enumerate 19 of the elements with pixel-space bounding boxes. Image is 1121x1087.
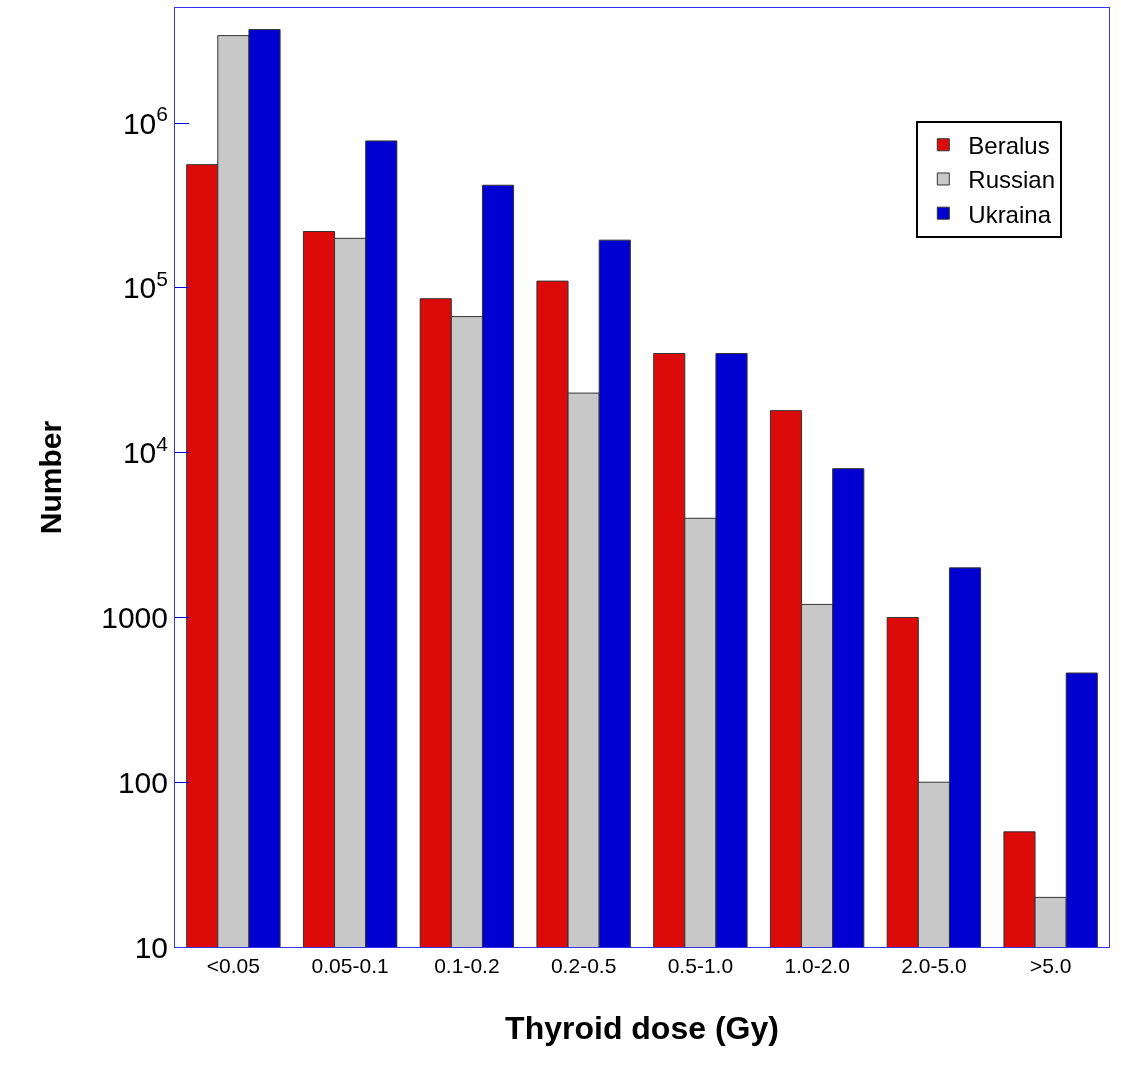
x-tick-label: 2.0-5.0 [901,954,967,978]
y-axis-title: Number [34,420,68,535]
x-tick-label: 0.1-0.2 [434,954,500,978]
y-tick-label: 10$^{6}$ [122,102,168,140]
y-tick-label: 1000 [101,600,168,634]
legend-label: Beralus [968,132,1050,160]
x-axis-title: Thyroid dose (Gy) [505,1010,779,1047]
legend-label: Russian [968,166,1056,194]
x-tick-label: 0.05-0.1 [311,954,389,978]
y-tick-label: 100 [117,765,168,799]
x-tick-label: 0.2-0.5 [550,954,617,978]
x-tick-label: <0.05 [206,954,260,978]
x-tick-label: 1.0-2.0 [784,954,850,978]
x-tick-label: 0.5-1.0 [667,954,734,978]
y-tick-label: 10$^{5}$ [122,266,168,305]
y-tick-label: 10$^{4}$ [122,431,169,470]
x-tick-label: >5.0 [1029,954,1072,978]
y-tick-label: 10 [134,930,168,964]
legend-label: Ukraina [968,200,1052,228]
